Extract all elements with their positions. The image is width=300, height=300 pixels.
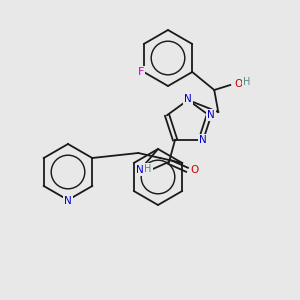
Text: H: H — [144, 164, 152, 174]
Text: H: H — [243, 77, 250, 87]
Text: F: F — [138, 67, 144, 77]
Text: N: N — [207, 110, 215, 120]
Text: O: O — [190, 165, 198, 175]
Text: N: N — [136, 165, 144, 175]
Text: N: N — [184, 94, 192, 104]
Text: N: N — [199, 135, 207, 145]
Text: O: O — [234, 79, 242, 89]
Text: N: N — [64, 196, 72, 206]
